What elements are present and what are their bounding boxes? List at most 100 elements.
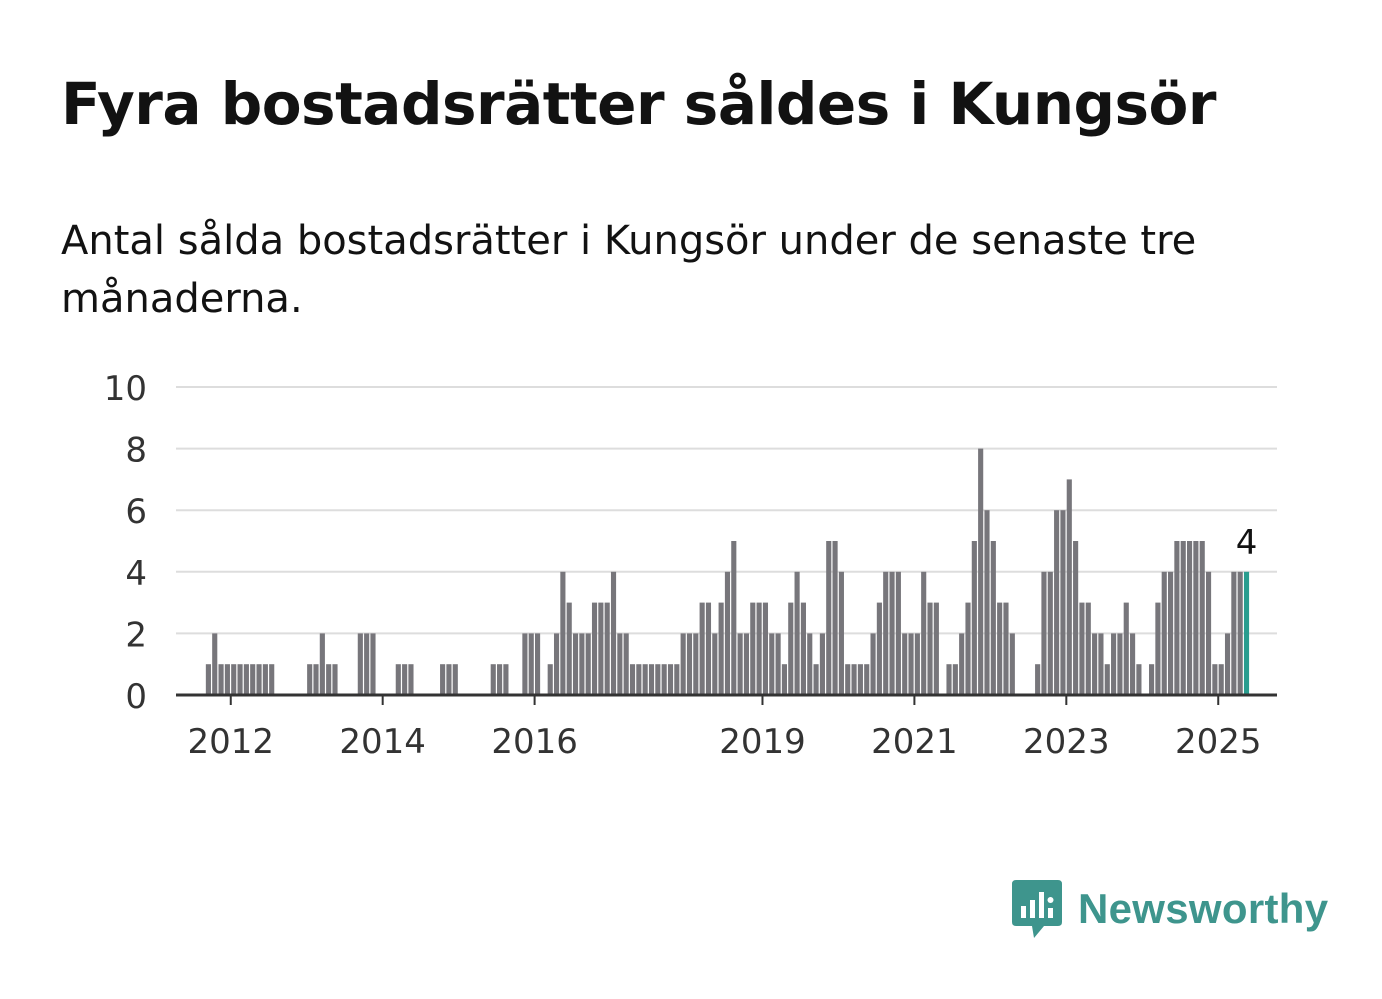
bar xyxy=(326,664,332,695)
bar xyxy=(788,602,794,695)
bar xyxy=(1231,571,1237,695)
bar xyxy=(686,633,693,695)
bar xyxy=(800,602,806,695)
x-tick-label: 2021 xyxy=(871,722,958,762)
bar xyxy=(997,602,1003,695)
bar xyxy=(243,664,249,695)
y-axis-ticks: 0 2 4 6 8 10 xyxy=(104,369,147,717)
bar xyxy=(838,571,844,695)
bar xyxy=(965,602,971,695)
bar xyxy=(319,633,325,695)
chart-subtitle: Antal sålda bostadsrätter i Kungsör unde… xyxy=(61,218,1197,322)
bar xyxy=(610,571,617,695)
bar xyxy=(402,664,408,695)
bar xyxy=(1174,541,1180,695)
bar xyxy=(218,664,224,695)
bar xyxy=(883,571,889,695)
y-tick-label: 10 xyxy=(104,369,147,409)
bar xyxy=(1117,633,1123,695)
bar xyxy=(889,571,895,695)
bar xyxy=(756,602,762,695)
y-tick-label: 8 xyxy=(125,431,147,471)
bar xyxy=(332,664,338,695)
bar xyxy=(807,633,813,695)
bar xyxy=(864,664,870,695)
y-tick-label: 6 xyxy=(125,492,147,532)
bar xyxy=(636,664,642,695)
bar xyxy=(737,633,743,695)
bar xyxy=(984,510,990,695)
bar xyxy=(699,602,705,695)
bar xyxy=(566,602,572,695)
bar xyxy=(1123,602,1129,695)
newsworthy-logo-icon xyxy=(1012,880,1062,938)
bar xyxy=(452,664,458,695)
bar xyxy=(1218,664,1224,695)
bar xyxy=(231,664,237,695)
x-tick-label: 2025 xyxy=(1175,722,1262,762)
bar xyxy=(832,541,838,695)
bar xyxy=(933,602,939,695)
bar xyxy=(250,664,256,695)
chart-title: Fyra bostadsrätter såldes i Kungsör xyxy=(61,70,1217,138)
bar xyxy=(914,633,920,695)
bar xyxy=(718,602,724,695)
bar xyxy=(1224,633,1231,695)
bar xyxy=(946,664,952,695)
highlight-value-label: 4 xyxy=(1236,523,1258,563)
bar xyxy=(876,602,882,695)
bar xyxy=(1212,664,1218,695)
bar xyxy=(497,664,503,695)
newsworthy-logo: Newsworthy xyxy=(1010,878,1328,940)
bar xyxy=(572,633,579,695)
bar xyxy=(674,664,680,695)
bar xyxy=(743,633,750,695)
bar xyxy=(1111,633,1117,695)
bar xyxy=(1092,633,1098,695)
bar xyxy=(978,448,984,695)
bar xyxy=(794,571,800,695)
bar xyxy=(705,602,712,695)
bar xyxy=(1085,602,1091,695)
bar xyxy=(762,602,769,695)
bar xyxy=(629,664,636,695)
bar xyxy=(579,633,585,695)
bar xyxy=(693,633,699,695)
bar xyxy=(1003,602,1009,695)
bar xyxy=(224,664,230,695)
bar xyxy=(1180,541,1186,695)
bar xyxy=(921,571,927,695)
bar xyxy=(1054,510,1060,695)
bar xyxy=(731,541,737,695)
y-tick-label: 4 xyxy=(125,554,147,594)
x-tick-label: 2019 xyxy=(719,722,806,762)
bar xyxy=(1155,602,1161,695)
bar xyxy=(357,633,363,695)
bar xyxy=(408,664,414,695)
bar xyxy=(553,633,560,695)
x-tick-label: 2014 xyxy=(339,722,426,762)
bar xyxy=(212,633,218,695)
bar xyxy=(256,664,262,695)
bar xyxy=(813,664,819,695)
bar xyxy=(845,664,851,695)
bar xyxy=(990,541,996,695)
bar xyxy=(503,664,509,695)
bar xyxy=(1130,633,1136,695)
bar xyxy=(1073,541,1079,695)
bar xyxy=(598,602,604,695)
bar xyxy=(307,664,313,695)
bar xyxy=(826,541,832,695)
x-tick-label: 2012 xyxy=(187,722,274,762)
bar xyxy=(313,664,319,695)
bar xyxy=(927,602,933,695)
bar xyxy=(959,633,965,695)
bar xyxy=(667,664,674,695)
bar xyxy=(1161,571,1167,695)
bar xyxy=(535,633,541,695)
bar-chart: 0 2 4 6 8 10 2012 2014 2016 2019 2021 2023 2025 4 xyxy=(104,369,1277,762)
bar xyxy=(585,633,591,695)
bar xyxy=(712,633,718,695)
bar xyxy=(1066,479,1072,695)
bar xyxy=(781,664,787,695)
